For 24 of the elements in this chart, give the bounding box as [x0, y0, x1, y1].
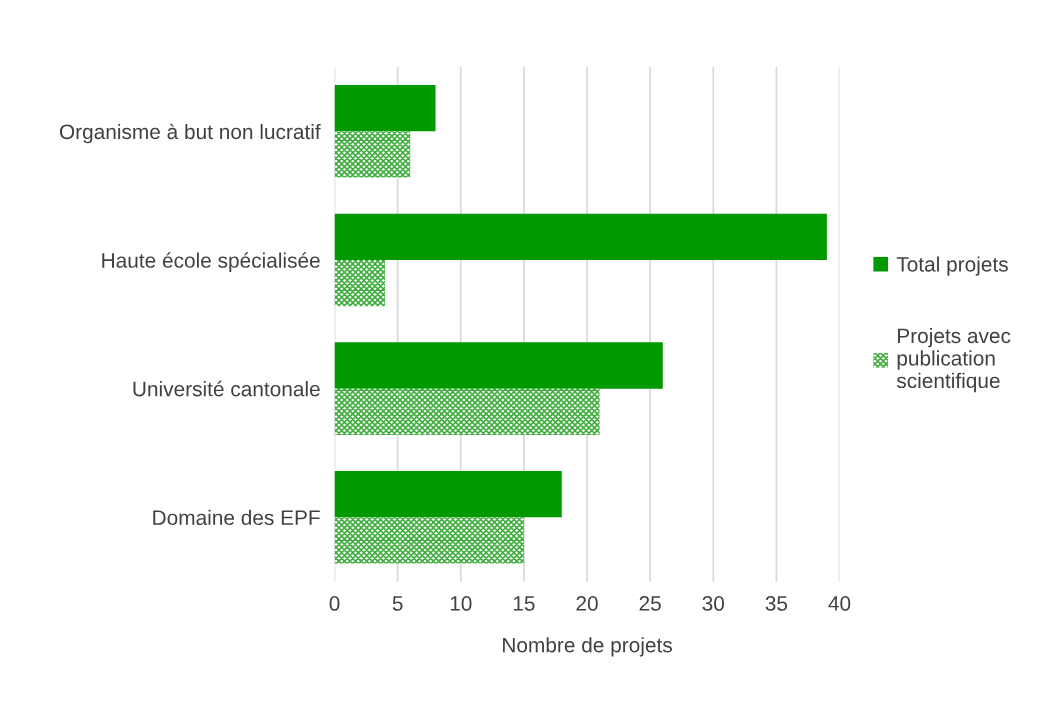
legend-label: Total projets — [896, 256, 1008, 276]
x-tick-label: 10 — [450, 596, 472, 611]
y-tick-label: Université cantonale — [133, 380, 320, 397]
x-tick-label: 30 — [702, 596, 725, 611]
x-tick-label: 40 — [828, 596, 851, 611]
bar — [334, 84, 436, 132]
bar — [334, 342, 663, 389]
x-tick-label: 5 — [392, 596, 403, 611]
x-tick-label: 25 — [639, 596, 661, 611]
x-tick-label: 15 — [513, 596, 535, 611]
bar — [334, 470, 562, 518]
bar — [334, 213, 827, 260]
x-axis-title: Nombre de projets — [503, 637, 672, 657]
y-tick-label: Haute école spécialisée — [102, 252, 320, 272]
legend-label: Projets avec publication scientifique — [896, 327, 1011, 393]
bar — [334, 131, 411, 178]
x-tick-label: 0 — [329, 596, 340, 611]
y-tick-label: Domaine des EPF — [153, 509, 320, 526]
bar — [334, 388, 600, 435]
bar — [334, 517, 524, 564]
x-tick-label: 35 — [765, 596, 788, 611]
bar — [334, 259, 386, 307]
x-tick-label: 20 — [576, 596, 598, 611]
y-tick-label: Organisme à but non lucratif — [59, 123, 321, 144]
